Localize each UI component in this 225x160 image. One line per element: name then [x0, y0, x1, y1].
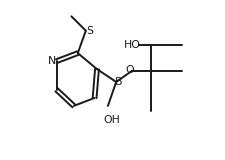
Text: N: N — [48, 56, 56, 66]
Text: OH: OH — [103, 115, 119, 125]
Text: O: O — [125, 65, 133, 75]
Text: S: S — [86, 26, 92, 36]
Text: B: B — [114, 77, 122, 87]
Text: HO: HO — [123, 40, 140, 50]
